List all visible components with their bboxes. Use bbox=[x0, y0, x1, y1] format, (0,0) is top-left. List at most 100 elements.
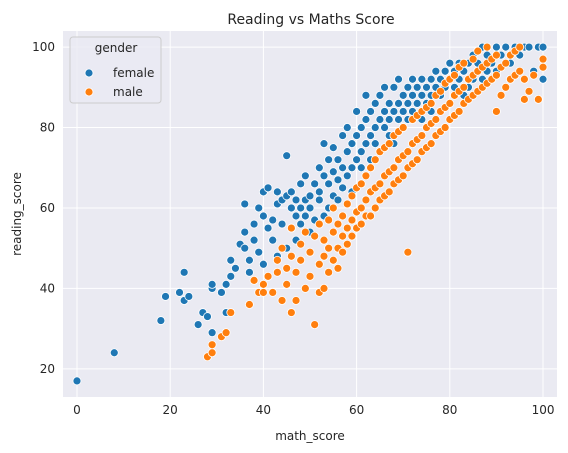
scatter-point-female bbox=[286, 203, 296, 213]
scatter-point-female bbox=[408, 74, 417, 84]
scatter-point-male bbox=[296, 255, 306, 265]
scatter-point-female bbox=[347, 163, 357, 173]
scatter-point-male bbox=[249, 275, 259, 285]
y-tick-label: 20 bbox=[40, 362, 55, 376]
scatter-point-male bbox=[450, 70, 459, 80]
scatter-point-female bbox=[370, 98, 380, 108]
y-tick-label: 60 bbox=[40, 201, 55, 215]
scatter-point-female bbox=[538, 74, 548, 84]
scatter-point-male bbox=[338, 247, 348, 257]
scatter-point-male bbox=[426, 98, 436, 108]
scatter-point-female bbox=[361, 139, 371, 149]
y-tick-label: 80 bbox=[40, 121, 55, 135]
scatter-point-male bbox=[384, 187, 394, 197]
scatter-point-female bbox=[263, 223, 273, 233]
scatter-point-male bbox=[342, 199, 352, 209]
scatter-point-female bbox=[291, 211, 301, 221]
scatter-point-female bbox=[268, 215, 278, 225]
scatter-point-male bbox=[445, 98, 455, 108]
scatter-point-male bbox=[333, 219, 343, 229]
scatter-point-female bbox=[72, 376, 82, 386]
scatter-point-male bbox=[300, 227, 310, 237]
scatter-point-male bbox=[384, 139, 394, 149]
scatter-point-female bbox=[226, 255, 236, 265]
scatter-point-female bbox=[356, 147, 366, 157]
scatter-point-female bbox=[370, 123, 380, 132]
scatter-point-female bbox=[240, 227, 250, 237]
scatter-point-female bbox=[338, 183, 348, 193]
scatter-point-female bbox=[431, 66, 441, 76]
scatter-point-male bbox=[342, 239, 352, 249]
legend-box bbox=[69, 36, 162, 104]
scatter-point-male bbox=[459, 82, 469, 92]
scatter-point-female bbox=[226, 271, 236, 281]
scatter-point-male bbox=[436, 86, 445, 96]
scatter-point-female bbox=[310, 179, 320, 189]
scatter-point-male bbox=[370, 155, 380, 165]
scatter-point-female bbox=[389, 107, 399, 116]
scatter-point-male bbox=[473, 46, 483, 56]
scatter-point-male bbox=[454, 107, 464, 116]
scatter-point-male bbox=[426, 139, 436, 149]
scatter-point-female bbox=[394, 98, 403, 108]
scatter-point-female bbox=[338, 163, 348, 173]
scatter-point-female bbox=[277, 219, 287, 229]
scatter-point-female bbox=[384, 98, 394, 108]
scatter-point-male bbox=[286, 308, 296, 317]
scatter-point-female bbox=[380, 107, 389, 116]
scatter-point-male bbox=[324, 243, 334, 253]
legend-label-male: male bbox=[113, 85, 143, 99]
scatter-point-male bbox=[431, 115, 441, 124]
scatter-point-female bbox=[328, 143, 338, 153]
scatter-point-female bbox=[296, 179, 306, 189]
scatter-point-male bbox=[328, 203, 338, 213]
scatter-point-female bbox=[272, 187, 282, 197]
scatter-point-male bbox=[221, 328, 231, 338]
scatter-point-female bbox=[319, 171, 329, 181]
scatter-point-male bbox=[245, 300, 254, 309]
chart-title: Reading vs Maths Score bbox=[227, 12, 394, 28]
scatter-point-female bbox=[249, 235, 259, 245]
scatter-point-male bbox=[272, 267, 282, 277]
scatter-point-male bbox=[482, 42, 492, 52]
scatter-point-female bbox=[314, 195, 324, 205]
scatter-point-male bbox=[417, 131, 427, 140]
scatter-point-male bbox=[366, 163, 375, 173]
y-tick-label: 40 bbox=[40, 281, 55, 295]
scatter-point-female bbox=[179, 267, 189, 277]
scatter-point-female bbox=[109, 348, 119, 358]
scatter-point-female bbox=[352, 107, 362, 116]
scatter-point-female bbox=[324, 155, 334, 165]
scatter-point-female bbox=[361, 115, 371, 124]
scatter-point-female bbox=[258, 211, 268, 221]
y-axis-label: reading_score bbox=[10, 172, 24, 256]
scatter-point-female bbox=[314, 163, 324, 173]
scatter-point-male bbox=[398, 123, 408, 132]
scatter-point-female bbox=[300, 211, 310, 221]
scatter-point-female bbox=[156, 316, 166, 325]
scatter-point-male bbox=[459, 58, 469, 68]
legend: gender female male bbox=[69, 36, 162, 104]
scatter-point-female bbox=[286, 187, 296, 197]
scatter-point-male bbox=[347, 231, 357, 241]
scatter-point-male bbox=[263, 271, 273, 281]
scatter-point-male bbox=[342, 223, 352, 233]
scatter-point-female bbox=[296, 219, 306, 229]
scatter-point-female bbox=[380, 123, 389, 132]
scatter-point-female bbox=[394, 74, 403, 84]
scatter-point-female bbox=[408, 90, 417, 100]
scatter-point-male bbox=[492, 50, 501, 60]
scatter-point-female bbox=[375, 115, 385, 124]
scatter-point-male bbox=[310, 231, 320, 241]
scatter-point-female bbox=[524, 42, 534, 52]
scatter-point-male bbox=[282, 279, 292, 289]
scatter-point-male bbox=[319, 235, 329, 245]
scatter-point-female bbox=[445, 58, 455, 68]
scatter-point-male bbox=[403, 247, 413, 257]
scatter-point-female bbox=[417, 74, 427, 84]
scatter-point-female bbox=[380, 82, 389, 92]
scatter-point-male bbox=[226, 308, 236, 317]
scatter-point-female bbox=[296, 203, 306, 213]
scatter-point-male bbox=[496, 90, 506, 100]
scatter-point-male bbox=[333, 263, 343, 273]
